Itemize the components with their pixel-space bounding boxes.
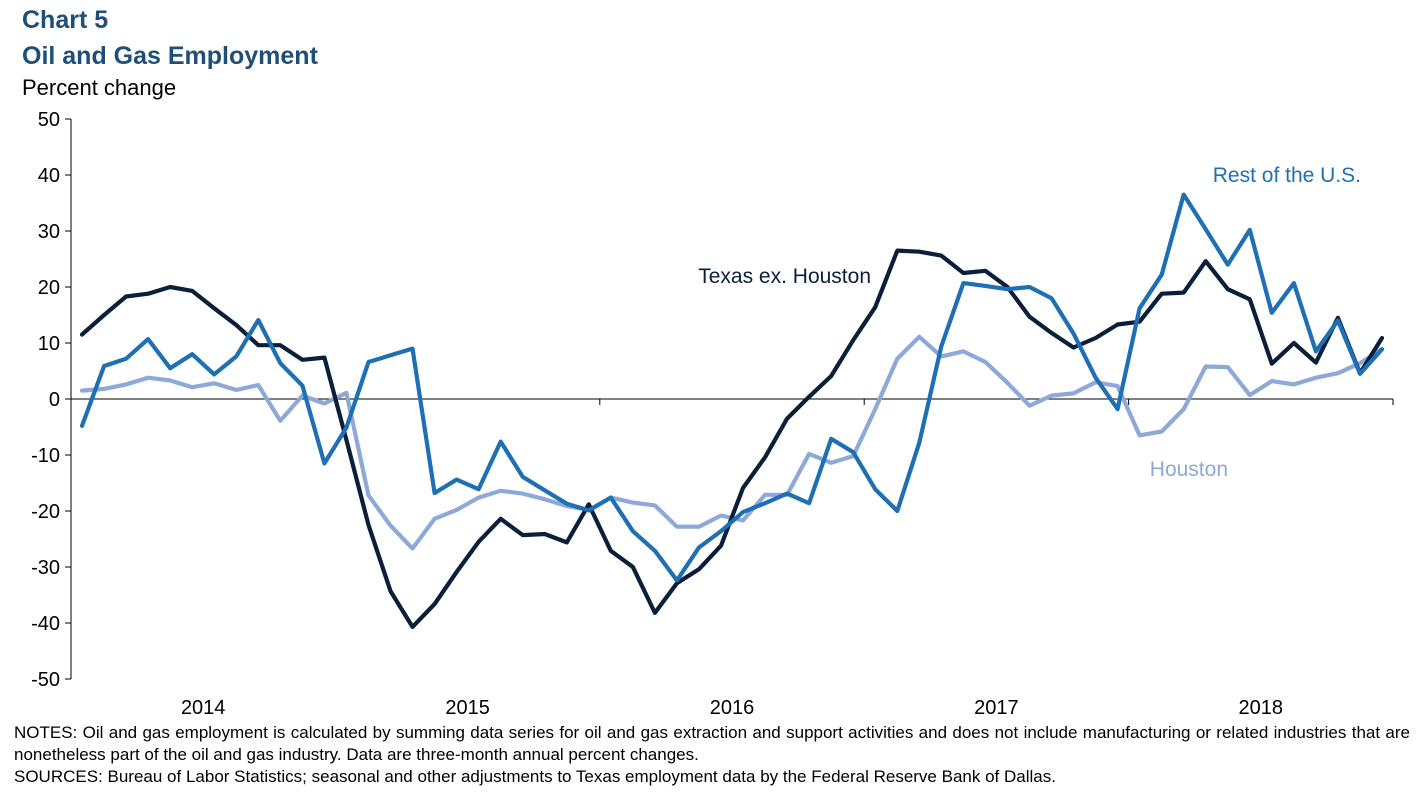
x-tick-label: 2014 — [181, 697, 226, 719]
series-line-rest-of-the-u-s — [79, 192, 1385, 583]
y-tick-label: -50 — [31, 669, 60, 691]
line-chart: 50 40 30 20 10 0 -10 -20 -30 -40 -50 2014 2015 2016 20… — [31, 109, 1394, 719]
series-label: Houston — [1150, 458, 1228, 481]
y-tick-label: 50 — [38, 109, 60, 131]
series-label: Texas ex. Houston — [698, 265, 871, 288]
y-tick-label: 40 — [38, 165, 60, 187]
y-tick-label: 30 — [38, 221, 60, 243]
chart-title: Oil and Gas Employment — [22, 42, 318, 70]
series-line-texas-ex-houston — [79, 248, 1385, 629]
series-label: Rest of the U.S. — [1213, 164, 1361, 187]
y-tick-label: -40 — [31, 613, 60, 635]
y-tick-label: 10 — [38, 333, 60, 355]
chart-series-labels: Texas ex. Houston Rest of the U.S. Houston — [698, 164, 1361, 481]
chart-notes: NOTES: Oil and gas employment is calcula… — [14, 722, 1410, 788]
y-tick-label: 0 — [49, 389, 60, 411]
chart-number: Chart 5 — [22, 6, 109, 34]
x-tick-label: 2015 — [445, 697, 490, 719]
sources-text: SOURCES: Bureau of Labor Statistics; sea… — [14, 767, 1056, 786]
notes-text: NOTES: Oil and gas employment is calcula… — [14, 723, 1410, 764]
x-tick-label: 2016 — [710, 697, 755, 719]
chart-axes: 50 40 30 20 10 0 -10 -20 -30 -40 -50 2014 2015 2016 20… — [31, 109, 1394, 719]
chart-series — [79, 192, 1385, 629]
x-tick-label: 2018 — [1239, 697, 1284, 719]
y-tick-label: -30 — [31, 557, 60, 579]
y-tick-label: 20 — [38, 277, 60, 299]
x-tick-label: 2017 — [974, 697, 1019, 719]
y-tick-label: -20 — [31, 501, 60, 523]
y-axis-unit-label: Percent change — [22, 75, 177, 100]
y-tick-label: -10 — [31, 445, 60, 467]
